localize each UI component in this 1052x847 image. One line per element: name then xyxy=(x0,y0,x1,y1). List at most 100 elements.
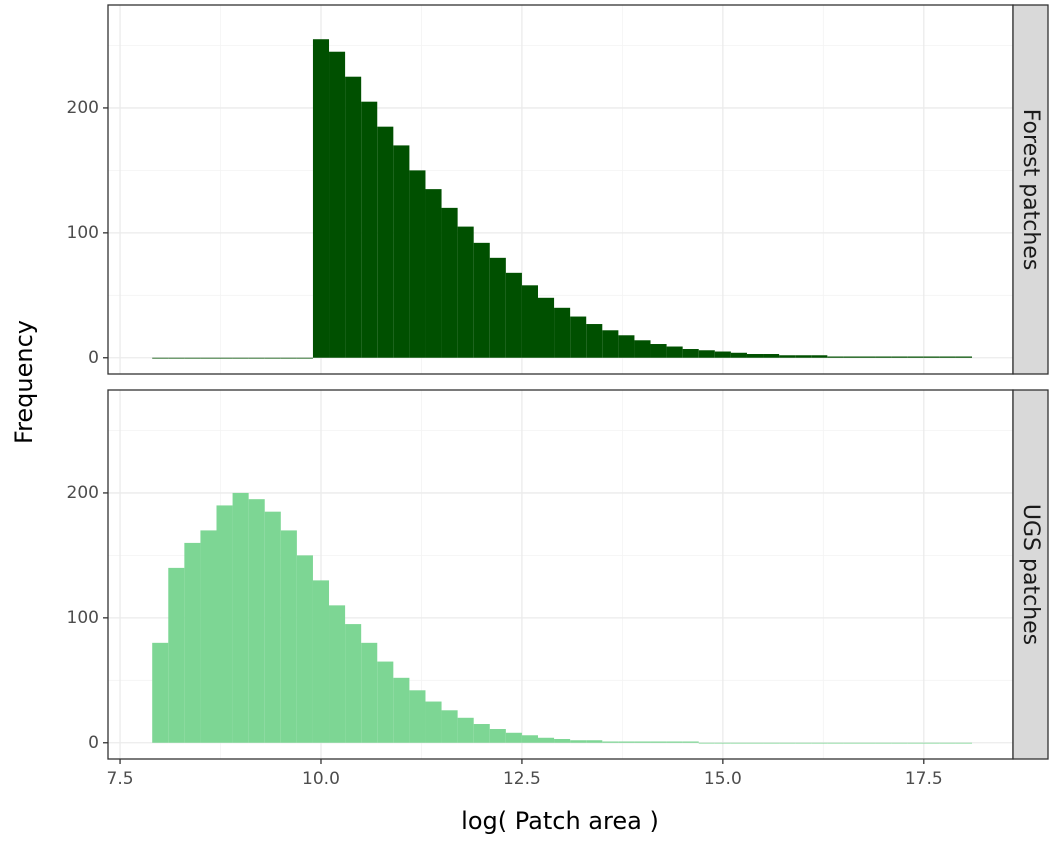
histogram-bar xyxy=(923,742,940,744)
histogram-bar xyxy=(859,742,876,744)
histogram-bar xyxy=(296,357,313,359)
y-tick-label: 100 xyxy=(67,223,99,243)
histogram-bar xyxy=(827,742,844,744)
histogram-bar xyxy=(586,740,603,743)
histogram-bar xyxy=(666,346,683,358)
histogram-bar xyxy=(248,499,265,743)
histogram-bar xyxy=(280,357,297,359)
histogram-bar xyxy=(409,690,426,743)
histogram-bar xyxy=(618,741,635,743)
histogram-bar xyxy=(200,357,217,359)
facet-label: Forest patches xyxy=(1018,109,1043,271)
x-axis-title: log( Patch area ) xyxy=(461,807,659,835)
histogram-bar xyxy=(730,742,747,744)
histogram-bar xyxy=(811,742,828,744)
histogram-bar xyxy=(554,307,571,358)
histogram-bar xyxy=(763,354,780,358)
y-tick-label: 100 xyxy=(67,608,99,628)
y-tick-label: 200 xyxy=(67,483,99,503)
histogram-bar xyxy=(505,732,522,743)
histogram-bar xyxy=(779,355,796,358)
x-tick-label: 12.5 xyxy=(503,769,541,789)
histogram-bar xyxy=(714,351,731,358)
histogram-bar xyxy=(554,739,571,743)
histogram-bar xyxy=(955,356,973,358)
histogram-bar xyxy=(393,145,410,358)
histogram-bar xyxy=(329,605,346,743)
histogram-bar xyxy=(875,356,892,358)
histogram-bar xyxy=(682,741,699,743)
histogram-bar xyxy=(232,492,249,743)
histogram-bar xyxy=(618,335,635,358)
histogram-bar xyxy=(264,511,281,743)
histogram-bar xyxy=(666,741,683,743)
histogram-bar xyxy=(361,642,378,743)
histogram-bar xyxy=(457,717,474,743)
histogram-bar xyxy=(570,316,587,358)
histogram-bar xyxy=(489,729,506,743)
histogram-bar xyxy=(280,530,297,743)
histogram-bar xyxy=(184,357,201,359)
histogram-bar xyxy=(441,710,458,743)
histogram-bar xyxy=(779,742,796,744)
y-tick-label: 0 xyxy=(88,348,99,368)
histogram-bar xyxy=(746,742,764,744)
histogram-bar xyxy=(827,356,844,358)
histogram-bar xyxy=(923,356,940,358)
x-tick-label: 7.5 xyxy=(107,769,134,789)
histogram-bar xyxy=(714,742,731,744)
histogram-bar xyxy=(795,355,812,358)
histogram-bar xyxy=(425,701,442,743)
histogram-bar xyxy=(570,740,587,743)
x-tick-label: 17.5 xyxy=(905,769,943,789)
histogram-bar xyxy=(730,352,747,358)
histogram-bar xyxy=(168,357,185,359)
histogram-bar xyxy=(602,330,619,358)
histogram-bar xyxy=(586,324,603,358)
histogram-bar xyxy=(811,355,828,358)
y-tick-label: 0 xyxy=(88,733,99,753)
histogram-bar xyxy=(521,735,538,743)
histogram-bar xyxy=(907,742,924,744)
histogram-bar xyxy=(473,724,490,743)
histogram-bar xyxy=(425,189,442,358)
histogram-bar xyxy=(312,39,330,358)
histogram-bar xyxy=(345,624,362,743)
histogram-bar xyxy=(377,661,394,743)
facet-label: UGS patches xyxy=(1018,504,1043,645)
histogram-bar xyxy=(232,357,249,359)
histogram-bar xyxy=(264,357,281,359)
histogram-bar xyxy=(361,101,378,358)
histogram-bar xyxy=(152,357,169,359)
histogram-bar xyxy=(441,207,458,358)
histogram-bar xyxy=(409,170,426,358)
histogram-bar xyxy=(891,742,908,744)
histogram-bar xyxy=(746,354,764,358)
histogram-bar xyxy=(682,349,699,358)
histogram-bar xyxy=(473,242,490,358)
y-tick-label: 200 xyxy=(67,98,99,118)
histogram-bar xyxy=(891,356,908,358)
facet-strip xyxy=(1012,4,1049,375)
histogram-bar xyxy=(296,555,313,743)
histogram-bar xyxy=(650,741,667,743)
histogram-bar xyxy=(345,76,362,358)
histogram-bar xyxy=(184,542,201,743)
histogram-bar xyxy=(634,340,651,358)
histogram-bar xyxy=(329,51,346,358)
histogram-bar xyxy=(859,356,876,358)
histogram-bar xyxy=(698,350,715,358)
x-tick-label: 10.0 xyxy=(302,769,340,789)
histogram-bar xyxy=(763,742,780,744)
histogram-bar xyxy=(505,272,522,358)
facet-strip xyxy=(1012,389,1049,760)
x-tick-label: 15.0 xyxy=(704,769,742,789)
histogram-bar xyxy=(457,226,474,358)
y-axis-title: Frequency xyxy=(10,320,38,444)
histogram-bar xyxy=(939,356,956,358)
histogram-bar xyxy=(393,677,410,743)
histogram-bar xyxy=(698,742,715,744)
histogram-bar xyxy=(939,742,956,744)
histogram-bar xyxy=(248,357,265,359)
